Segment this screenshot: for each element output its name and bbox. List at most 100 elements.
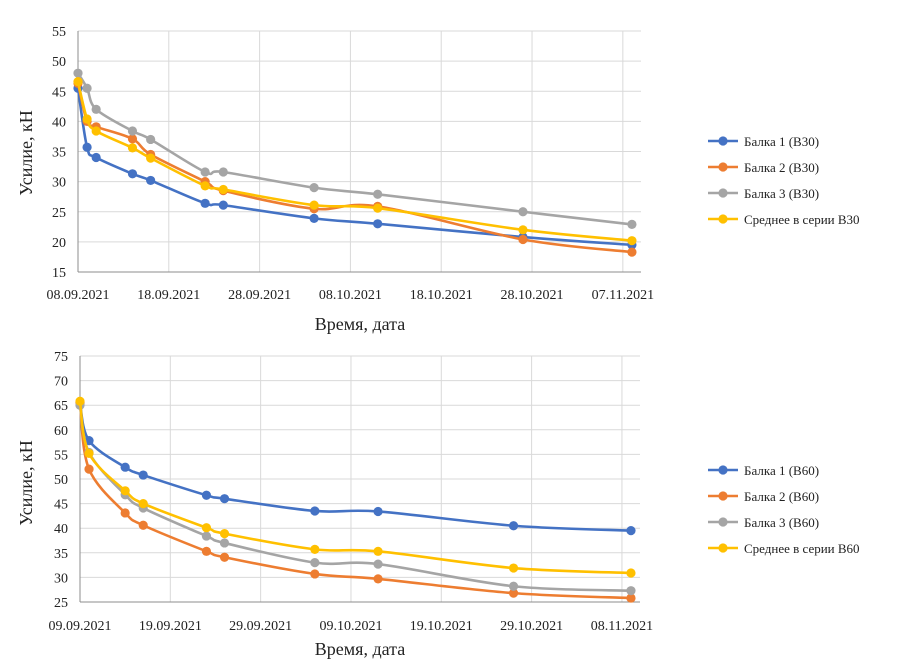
- chart-0-legend-item: Балка 1 (В30): [708, 134, 819, 149]
- chart-1-data-point: [201, 531, 212, 541]
- chart-0-data-point: [82, 142, 92, 152]
- chart-0-legend-swatch-marker: [718, 188, 728, 198]
- chart-1-data-point: [219, 529, 230, 539]
- chart-0-legend-swatch-marker: [718, 214, 728, 224]
- chart-0-series-4: [73, 77, 637, 246]
- chart-0-ytick-label: 50: [52, 55, 66, 70]
- chart-0-data-point: [200, 167, 210, 177]
- chart-1-ytick-label: 45: [54, 498, 68, 513]
- chart-1-xtick-label: 19.09.2021: [139, 619, 202, 634]
- chart-1-ytick-label: 25: [54, 596, 68, 611]
- chart-0-xtick-label: 08.09.2021: [47, 288, 110, 303]
- chart-0-ytick-label: 40: [52, 115, 66, 130]
- chart-0-data-point: [82, 83, 92, 93]
- chart-0-data-point: [127, 169, 138, 179]
- chart-1-data-point: [626, 526, 636, 536]
- chart-1-series-1: [75, 398, 636, 536]
- chart-0-data-point: [309, 183, 319, 193]
- chart-0-ytick-label: 20: [52, 236, 66, 251]
- chart-1-xtick-label: 19.10.2021: [410, 619, 473, 634]
- chart-1-data-point: [373, 574, 383, 584]
- chart-1-data-point: [373, 559, 383, 569]
- chart-1-xtick-label: 29.09.2021: [229, 619, 292, 634]
- chart-0-data-point: [309, 200, 319, 210]
- chart-b30-xlabel: Время, дата: [315, 314, 405, 334]
- chart-b60-ylabel: Усилие, кН: [16, 440, 36, 526]
- chart-0-ytick-label: 35: [52, 146, 66, 161]
- chart-1-ytick-label: 65: [54, 399, 68, 414]
- chart-1-legend-label: Балка 2 (В60): [744, 489, 819, 504]
- chart-0-data-point: [218, 200, 228, 210]
- chart-0-xtick-label: 08.10.2021: [319, 288, 382, 303]
- chart-0-series-line: [76, 83, 633, 254]
- chart-0-series-line: [76, 72, 633, 226]
- chart-1-series-4: [75, 396, 636, 578]
- chart-0-legend-label: Среднее в серии В30: [744, 212, 860, 227]
- chart-0-xtick-label: 28.09.2021: [228, 288, 291, 303]
- chart-0-data-point: [218, 184, 228, 195]
- chart-0-xtick-label: 28.10.2021: [501, 288, 564, 303]
- chart-0-data-point: [82, 114, 92, 124]
- chart-0-data-point: [91, 104, 101, 114]
- chart-1-xtick-label: 08.11.2021: [591, 619, 653, 634]
- chart-0-data-point: [373, 203, 383, 213]
- chart-1-data-point: [219, 538, 230, 548]
- chart-0-data-point: [146, 175, 156, 186]
- chart-b60: Усилие, кН Время, дата 25 30 35 40 45 50 55 60 6…: [16, 350, 860, 659]
- chart-1-data-point: [138, 470, 148, 480]
- chart-0-xtick-label: 18.10.2021: [410, 288, 473, 303]
- chart-0-data-point: [146, 153, 156, 163]
- chart-1-data-point: [201, 546, 212, 556]
- chart-0-data-point: [127, 143, 138, 153]
- chart-1-series-line: [78, 402, 632, 600]
- chart-0-ytick-label: 55: [52, 25, 66, 40]
- chart-1-ytick-label: 50: [54, 473, 68, 488]
- chart-1-xtick-label: 29.10.2021: [500, 619, 563, 634]
- chart-1-data-point: [626, 586, 636, 596]
- chart-1-data-point: [84, 448, 94, 459]
- chart-1-data-point: [508, 563, 519, 573]
- chart-0-data-point: [200, 198, 210, 208]
- chart-1-grid: [79, 355, 640, 603]
- chart-0-legend-label: Балка 3 (В30): [744, 186, 819, 201]
- chart-1-ytick-label: 55: [54, 448, 68, 463]
- chart-0-ytick-label: 45: [52, 85, 66, 100]
- chart-1-data-point: [201, 490, 212, 500]
- chart-1-data-point: [310, 569, 320, 579]
- chart-0-data-point: [627, 247, 637, 257]
- chart-1-legend-item: Балка 3 (В60): [708, 515, 819, 530]
- chart-0-legend-swatch-marker: [718, 162, 728, 172]
- chart-1-ytick-label: 70: [54, 375, 68, 390]
- chart-1-ytick-label: 35: [54, 547, 68, 562]
- chart-1-data-point: [508, 581, 519, 591]
- chart-0-data-point: [373, 219, 383, 229]
- chart-1-data-point: [508, 588, 519, 598]
- chart-1-xtick-label: 09.09.2021: [49, 619, 112, 634]
- chart-0-data-point: [373, 189, 383, 199]
- chart-0-legend-label: Балка 2 (В30): [744, 160, 819, 175]
- chart-1-xtick-label: 09.10.2021: [319, 619, 382, 634]
- chart-1-legend-swatch-marker: [718, 491, 728, 501]
- chart-1-legend-item: Среднее в серии В60: [708, 541, 860, 556]
- chart-0-ytick-label: 30: [52, 176, 66, 191]
- chart-0-data-point: [127, 134, 138, 144]
- chart-1-ytick-label: 30: [54, 571, 68, 586]
- chart-1-data-point: [310, 558, 320, 568]
- chart-1-data-point: [84, 464, 94, 474]
- chart-0-data-point: [518, 234, 528, 245]
- chart-0-series-2: [73, 78, 637, 257]
- chart-1-data-point: [75, 396, 85, 406]
- chart-1-data-point: [138, 520, 148, 530]
- chart-1-data-point: [626, 568, 636, 578]
- chart-0-data-point: [73, 68, 83, 78]
- chart-0-data-point: [518, 207, 528, 217]
- chart-1-series-line: [78, 401, 632, 575]
- chart-0-legend-label: Балка 1 (В30): [744, 134, 819, 149]
- chart-0-ytick-label: 15: [52, 266, 66, 281]
- chart-0-data-point: [91, 126, 101, 136]
- chart-1-ytick-label: 75: [54, 350, 68, 365]
- chart-1-legend-label: Балка 1 (В60): [744, 463, 819, 478]
- chart-0-data-point: [518, 225, 528, 235]
- chart-0-xtick-label: 07.11.2021: [592, 288, 654, 303]
